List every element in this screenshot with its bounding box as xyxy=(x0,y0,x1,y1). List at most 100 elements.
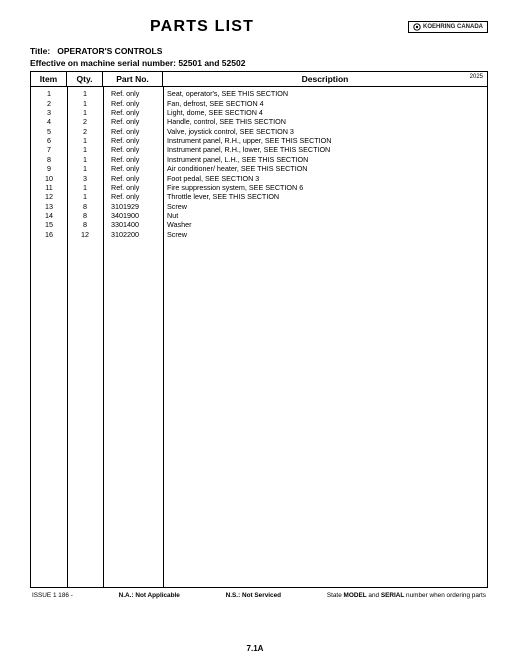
cell-desc: Nut xyxy=(163,211,487,220)
cell-desc: Throttle lever, SEE THIS SECTION xyxy=(163,192,487,201)
table-row: 31Ref. onlyLight, dome, SEE SECTION 4 xyxy=(31,108,487,117)
col-qty: Qty. xyxy=(67,72,103,87)
divider xyxy=(67,87,68,587)
page-number: 7.1A xyxy=(0,644,510,653)
cell-item: 11 xyxy=(31,183,67,192)
table-row: 1483401900Nut xyxy=(31,211,487,220)
table-row: 91Ref. onlyAir conditioner/ heater, SEE … xyxy=(31,164,487,173)
cell-partno: Ref. only xyxy=(103,192,163,201)
table-row: 1383101929Screw xyxy=(31,202,487,211)
page-heading: PARTS LIST xyxy=(150,18,254,36)
cell-item: 12 xyxy=(31,192,67,201)
divider xyxy=(163,87,164,587)
title-label: Title: xyxy=(30,46,50,56)
cell-qty: 1 xyxy=(67,155,103,164)
table-row: 11Ref. onlySeat, operator's, SEE THIS SE… xyxy=(31,89,487,98)
cell-item: 5 xyxy=(31,127,67,136)
cell-partno: 3101929 xyxy=(103,202,163,211)
cell-desc: Instrument panel, R.H., upper, SEE THIS … xyxy=(163,136,487,145)
table-row: 111Ref. onlyFire suppression system, SEE… xyxy=(31,183,487,192)
table-row: 16123102200Screw xyxy=(31,230,487,239)
footer-ns: N.S.: Not Serviced xyxy=(226,592,281,599)
cell-item: 2 xyxy=(31,98,67,107)
cell-partno: Ref. only xyxy=(103,117,163,126)
cell-qty: 8 xyxy=(67,202,103,211)
cell-qty: 2 xyxy=(67,127,103,136)
cell-qty: 1 xyxy=(67,192,103,201)
cell-item: 13 xyxy=(31,202,67,211)
cell-desc: Foot pedal, SEE SECTION 3 xyxy=(163,173,487,182)
parts-table-head: Item Qty. Part No. Description 2025 xyxy=(30,71,488,87)
page: PARTS LIST KOEHRING CANADA Title: OPERAT… xyxy=(0,0,510,659)
cell-item: 15 xyxy=(31,220,67,229)
logo-text: KOEHRING CANADA xyxy=(423,24,483,30)
parts-table-body: 11Ref. onlySeat, operator's, SEE THIS SE… xyxy=(31,89,487,239)
cell-partno: Ref. only xyxy=(103,173,163,182)
serial-line: Effective on machine serial number: 5250… xyxy=(30,58,488,68)
cell-qty: 1 xyxy=(67,108,103,117)
cell-qty: 1 xyxy=(67,98,103,107)
cell-partno: Ref. only xyxy=(103,98,163,107)
table-row: 121Ref. onlyThrottle lever, SEE THIS SEC… xyxy=(31,192,487,201)
cell-partno: 3102200 xyxy=(103,230,163,239)
title-value: OPERATOR'S CONTROLS xyxy=(57,46,162,56)
table-row: 1583301400Washer xyxy=(31,220,487,229)
cell-item: 9 xyxy=(31,164,67,173)
table-row: 42Ref. onlyHandle, control, SEE THIS SEC… xyxy=(31,117,487,126)
table-row: 52Ref. onlyValve, joystick control, SEE … xyxy=(31,127,487,136)
cell-item: 16 xyxy=(31,230,67,239)
footer-note: State MODEL and SERIAL number when order… xyxy=(327,592,486,599)
cell-desc: Washer xyxy=(163,220,487,229)
cell-qty: 2 xyxy=(67,117,103,126)
cell-partno: Ref. only xyxy=(103,108,163,117)
cell-qty: 3 xyxy=(67,173,103,182)
cell-partno: Ref. only xyxy=(103,89,163,98)
table-row: 81Ref. onlyInstrument panel, L.H., SEE T… xyxy=(31,155,487,164)
footer-na: N.A.: Not Applicable xyxy=(119,592,180,599)
table-row: 103Ref. onlyFoot pedal, SEE SECTION 3 xyxy=(31,173,487,182)
cell-qty: 1 xyxy=(67,145,103,154)
brand-logo: KOEHRING CANADA xyxy=(408,21,488,33)
cell-qty: 1 xyxy=(67,164,103,173)
cell-partno: Ref. only xyxy=(103,155,163,164)
cell-qty: 1 xyxy=(67,89,103,98)
col-desc: Description 2025 xyxy=(163,72,488,87)
cell-desc: Light, dome, SEE SECTION 4 xyxy=(163,108,487,117)
cell-partno: Ref. only xyxy=(103,127,163,136)
cell-item: 3 xyxy=(31,108,67,117)
cell-qty: 1 xyxy=(67,136,103,145)
cell-desc: Instrument panel, L.H., SEE THIS SECTION xyxy=(163,155,487,164)
divider xyxy=(103,87,104,587)
cell-desc: Instrument panel, R.H., lower, SEE THIS … xyxy=(163,145,487,154)
cell-desc: Fan, defrost, SEE SECTION 4 xyxy=(163,98,487,107)
cell-partno: Ref. only xyxy=(103,136,163,145)
col-pn: Part No. xyxy=(103,72,163,87)
cell-item: 10 xyxy=(31,173,67,182)
cell-desc: Air conditioner/ heater, SEE THIS SECTIO… xyxy=(163,164,487,173)
cell-item: 4 xyxy=(31,117,67,126)
cell-desc: Valve, joystick control, SEE SECTION 3 xyxy=(163,127,487,136)
cell-partno: 3301400 xyxy=(103,220,163,229)
cell-qty: 12 xyxy=(67,230,103,239)
cell-partno: 3401900 xyxy=(103,211,163,220)
cell-desc: Screw xyxy=(163,230,487,239)
logo-icon xyxy=(413,23,421,31)
cell-item: 1 xyxy=(31,89,67,98)
cell-partno: Ref. only xyxy=(103,183,163,192)
cell-partno: Ref. only xyxy=(103,145,163,154)
cell-desc: Seat, operator's, SEE THIS SECTION xyxy=(163,89,487,98)
cell-desc: Handle, control, SEE THIS SECTION xyxy=(163,117,487,126)
year: 2025 xyxy=(470,74,483,80)
cell-qty: 1 xyxy=(67,183,103,192)
col-item: Item xyxy=(31,72,67,87)
cell-partno: Ref. only xyxy=(103,164,163,173)
cell-item: 14 xyxy=(31,211,67,220)
cell-desc: Fire suppression system, SEE SECTION 6 xyxy=(163,183,487,192)
table-body-frame: 11Ref. onlySeat, operator's, SEE THIS SE… xyxy=(30,87,488,588)
footer-issue: ISSUE 1 186 - xyxy=(32,592,73,599)
cell-desc: Screw xyxy=(163,202,487,211)
cell-item: 6 xyxy=(31,136,67,145)
table-row: 21Ref. onlyFan, defrost, SEE SECTION 4 xyxy=(31,98,487,107)
cell-item: 7 xyxy=(31,145,67,154)
table-row: 61Ref. onlyInstrument panel, R.H., upper… xyxy=(31,136,487,145)
